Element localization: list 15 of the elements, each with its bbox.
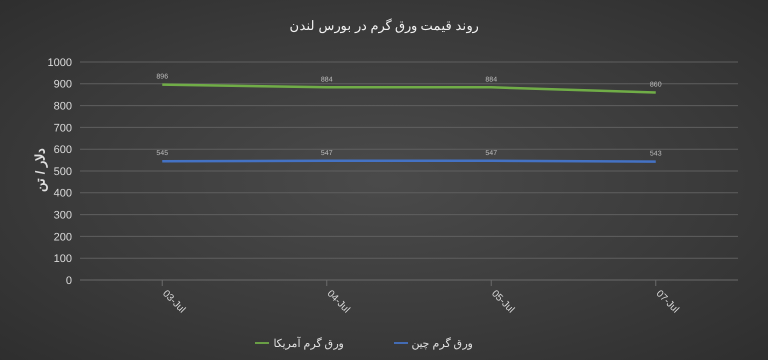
y-tick-label: 100 xyxy=(54,253,72,266)
y-tick-label: 300 xyxy=(54,210,72,222)
y-tick-label: 900 xyxy=(54,78,72,91)
y-tick-label: 200 xyxy=(54,231,72,244)
y-tick-label: 800 xyxy=(54,100,72,113)
legend-label: ورق گرم چین xyxy=(412,338,473,350)
legend-label: ورق گرم آمریکا xyxy=(273,338,344,350)
y-tick-label: 600 xyxy=(54,144,72,156)
y-tick-label: 0 xyxy=(66,274,72,287)
y-tick-label: 500 xyxy=(54,166,72,178)
y-axis-title: دلار / تن xyxy=(32,148,48,192)
y-tick-label: 400 xyxy=(54,188,72,200)
y-tick-label: 700 xyxy=(54,122,72,134)
y-tick-label: 1000 xyxy=(48,56,72,69)
chart-title: روند قیمت ورق گرم در بورس لندن xyxy=(288,18,480,33)
